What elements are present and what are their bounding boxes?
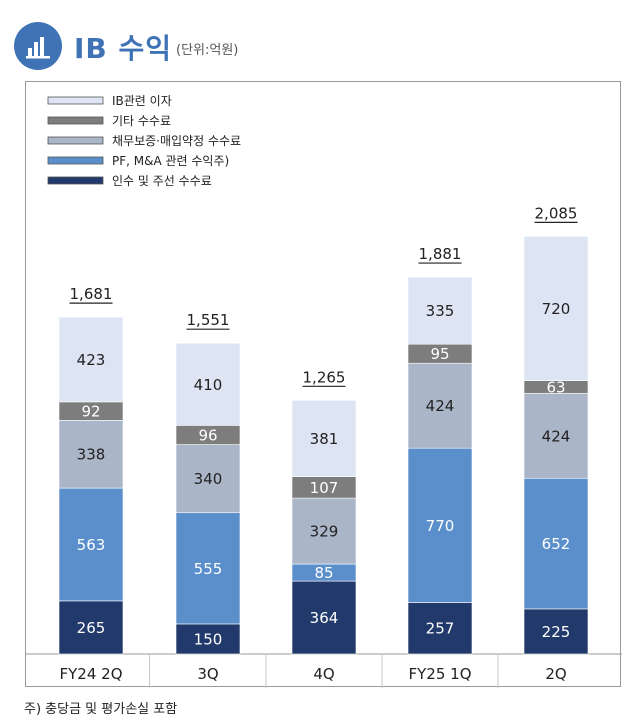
- data-label: 652: [542, 535, 571, 553]
- bar-segment: [175, 342, 241, 426]
- data-label: 257: [426, 620, 455, 638]
- bar-segment: [58, 600, 124, 655]
- x-tick-label: FY24 2Q: [60, 665, 123, 683]
- data-label: 329: [310, 523, 339, 541]
- bar-segment: [523, 236, 589, 381]
- data-label: 85: [314, 564, 333, 582]
- data-label: 340: [194, 470, 223, 488]
- header: IB 수익 (단위:억원): [10, 18, 620, 72]
- chart-frame: 265 563 338 92 423 1,681 FY24 2Q 150 555 340 96 410…: [25, 81, 622, 688]
- data-label: 424: [426, 397, 455, 415]
- data-label: 150: [194, 630, 223, 648]
- bar-segment: [175, 623, 241, 655]
- bar-segment: [407, 276, 473, 345]
- data-label: 338: [77, 446, 106, 464]
- x-tick-label: FY25 1Q: [409, 665, 472, 683]
- stacked-bar-chart: 265 563 338 92 423 1,681 FY24 2Q 150 555 340 96 410…: [26, 94, 622, 688]
- data-label: 770: [426, 517, 455, 535]
- unit-label: (단위:억원): [176, 43, 239, 58]
- legend-swatch: [47, 96, 104, 105]
- total-label: 1,551: [187, 311, 230, 329]
- bar-segment: [407, 447, 473, 603]
- bar-segment: [407, 602, 473, 655]
- data-label: 424: [542, 427, 571, 445]
- bar-segment: [523, 392, 589, 479]
- bar-segment: [175, 512, 241, 625]
- data-label: 720: [542, 300, 571, 318]
- data-label: 563: [77, 536, 106, 554]
- legend-swatch: [47, 136, 104, 145]
- legend-entry: 기타 수수료: [112, 114, 171, 128]
- data-label: 265: [77, 619, 106, 637]
- x-tick-label: 4Q: [313, 665, 334, 683]
- total-label: 1,881: [419, 245, 462, 263]
- total-label: 1,265: [303, 368, 346, 386]
- bar-segment: [291, 399, 357, 477]
- data-label: 410: [194, 376, 223, 394]
- data-label: 225: [542, 623, 571, 641]
- legend-swatch: [47, 116, 104, 125]
- x-tick-label: 2Q: [545, 665, 566, 683]
- bar-segment: [523, 477, 589, 610]
- data-label: 381: [310, 430, 339, 448]
- data-label: 364: [310, 609, 339, 627]
- data-label: 423: [77, 351, 106, 369]
- data-label: 63: [546, 378, 565, 396]
- x-tick-label: 3Q: [197, 665, 218, 683]
- legend-entry: PF, M&A 관련 수익주): [112, 154, 229, 168]
- bar-segment: [58, 316, 124, 403]
- legend-swatch: [47, 156, 104, 165]
- data-label: 92: [81, 403, 100, 421]
- bar-segment: [523, 608, 589, 655]
- total-label: 1,681: [70, 285, 113, 303]
- legend-entry: 채무보증·매입약정 수수료: [112, 133, 241, 148]
- bar-segment: [58, 487, 124, 602]
- total-label: 2,085: [535, 204, 578, 222]
- legend-entry: IB관련 이자: [112, 94, 172, 108]
- legend-swatch: [47, 176, 104, 185]
- page-title: IB 수익: [74, 32, 173, 65]
- data-label: 96: [198, 426, 217, 444]
- bar-segment: [175, 444, 241, 514]
- footnote: 주) 충당금 및 평가손실 포함: [24, 702, 178, 717]
- data-label: 555: [194, 560, 223, 578]
- data-label: 107: [310, 479, 339, 497]
- data-label: 95: [430, 345, 449, 363]
- bar-segment: [407, 362, 473, 449]
- legend-entry: 인수 및 주선 수수료: [112, 174, 212, 188]
- bar-segment: [291, 497, 357, 565]
- bar-segment: [291, 580, 357, 655]
- bar-chart-icon: [14, 22, 62, 70]
- data-label: 335: [426, 302, 455, 320]
